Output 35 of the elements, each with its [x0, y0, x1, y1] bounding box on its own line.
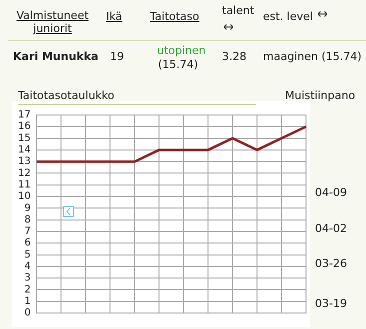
text: Ikä — [106, 10, 122, 23]
text: (15.74) — [158, 58, 198, 71]
y-tick-label: 14 — [18, 144, 31, 156]
text: est. level — [263, 10, 313, 23]
y-tick-label: 16 — [18, 121, 31, 132]
y-tick-label: 7 — [24, 226, 31, 238]
text: Taitotaso — [150, 10, 200, 23]
y-tick-label: 17 — [18, 110, 31, 121]
y-tick-label: 4 — [24, 261, 31, 272]
y-tick-label: 2 — [24, 284, 31, 296]
text: talent — [222, 4, 254, 17]
y-tick-label: 15 — [18, 132, 31, 144]
text: maaginen (15.74) — [263, 50, 362, 63]
text: 3.28 — [222, 50, 246, 63]
text: 04-02 — [315, 222, 347, 235]
y-tick-label: 12 — [18, 168, 31, 179]
text: 03-26 — [315, 257, 347, 270]
chart-title: Taitotasotaulukko — [18, 89, 256, 105]
text: Valmistuneet juniorit — [15, 9, 90, 35]
y-tick-label: 5 — [24, 249, 31, 260]
y-tick-label: 11 — [18, 179, 31, 190]
text: 03-19 — [315, 297, 347, 310]
text: utopinen — [157, 44, 206, 57]
text: 04-09 — [315, 186, 347, 199]
y-tick-label: 0 — [24, 308, 31, 319]
y-tick-label: 9 — [24, 202, 31, 214]
y-tick-label: 10 — [18, 191, 31, 202]
text: Kari Munukka — [13, 50, 98, 63]
y-tick-label: 13 — [18, 156, 31, 168]
y-tick-label: 1 — [24, 296, 31, 307]
y-tick-label: 3 — [24, 272, 31, 284]
text: 19 — [110, 50, 124, 63]
y-tick-label: 6 — [24, 238, 31, 249]
y-tick-label: 8 — [24, 214, 31, 226]
text: Muistiinpano — [285, 89, 356, 102]
